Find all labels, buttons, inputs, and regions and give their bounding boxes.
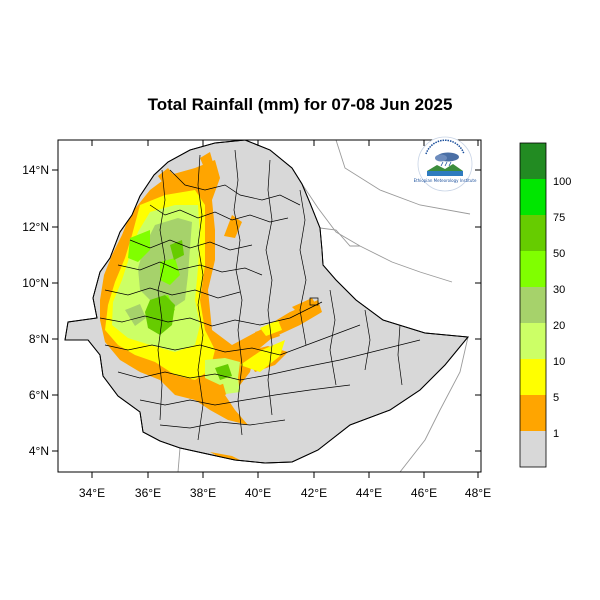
legend-label: 100 <box>553 176 571 188</box>
x-tick-label: 42°E <box>301 486 327 500</box>
x-tick-label: 48°E <box>465 486 491 500</box>
x-axis-ticks <box>91 140 479 478</box>
legend-swatch <box>520 431 546 467</box>
legend-label: 10 <box>553 356 565 368</box>
legend-label: 1 <box>553 428 559 440</box>
map-title: Total Rainfall (mm) for 07-08 Jun 2025 <box>147 95 453 114</box>
y-tick-label: 12°N <box>22 220 49 234</box>
x-tick-label: 36°E <box>135 486 161 500</box>
x-tick-label: 46°E <box>411 486 437 500</box>
legend-swatch <box>520 287 546 323</box>
y-tick-label: 4°N <box>29 444 49 458</box>
legend-swatch <box>520 359 546 395</box>
rainfall-field <box>100 152 322 462</box>
x-tick-label: 44°E <box>356 486 382 500</box>
plot-frame <box>57 139 482 473</box>
y-tick-label: 6°N <box>29 388 49 402</box>
legend-swatch <box>520 215 546 251</box>
legend-swatch <box>520 395 546 431</box>
legend-swatch <box>520 323 546 359</box>
colorbar <box>519 142 547 468</box>
admin-boundaries <box>99 149 421 441</box>
legend-label: 50 <box>553 248 565 260</box>
institute-logo: Ethiopian Meteorology Institute <box>414 136 477 192</box>
x-tick-label: 34°E <box>79 486 105 500</box>
legend-label: 75 <box>553 212 565 224</box>
mountain-icon <box>427 164 463 171</box>
legend-swatch <box>520 179 546 215</box>
y-tick-label: 10°N <box>22 276 49 290</box>
legend-label: 30 <box>553 284 565 296</box>
x-tick-label: 40°E <box>245 486 271 500</box>
legend-label: 20 <box>553 320 565 332</box>
legend-swatch <box>520 143 546 179</box>
y-tick-label: 14°N <box>22 163 49 177</box>
y-axis-ticks <box>52 169 481 452</box>
y-tick-label: 8°N <box>29 332 49 346</box>
x-tick-label: 38°E <box>190 486 216 500</box>
legend-swatch <box>520 251 546 287</box>
legend-label: 5 <box>553 392 559 404</box>
logo-caption: Ethiopian Meteorology Institute <box>414 178 477 183</box>
